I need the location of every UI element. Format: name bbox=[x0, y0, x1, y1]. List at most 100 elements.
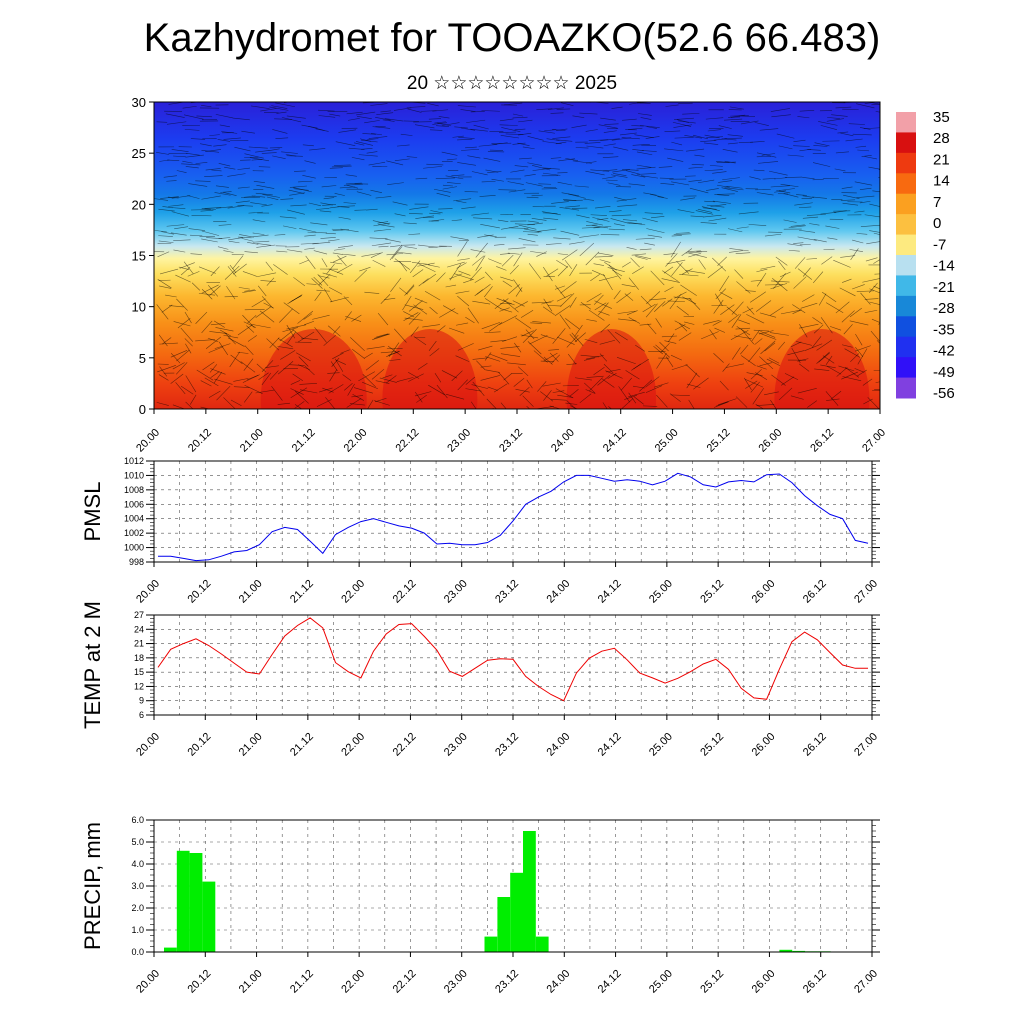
wind-barb bbox=[470, 111, 485, 113]
wind-barb bbox=[404, 304, 424, 310]
wind-barb bbox=[703, 319, 720, 325]
wind-barb bbox=[600, 117, 616, 121]
wind-barb bbox=[333, 248, 346, 251]
wind-barb bbox=[323, 197, 335, 200]
wind-barb bbox=[666, 259, 686, 265]
wind-barb bbox=[447, 261, 465, 268]
wind-barb bbox=[227, 266, 237, 277]
y-tick-label: 9 bbox=[139, 696, 144, 706]
wind-barb bbox=[348, 147, 365, 150]
wind-barb bbox=[352, 349, 365, 359]
wind-barb bbox=[159, 366, 168, 377]
wind-barb bbox=[690, 215, 704, 218]
wind-barb bbox=[873, 232, 880, 235]
wind-barb bbox=[224, 265, 240, 280]
wind-barb bbox=[414, 297, 428, 304]
wind-barb bbox=[238, 287, 250, 290]
wind-barb bbox=[670, 241, 681, 258]
wind-barb bbox=[611, 174, 628, 178]
wind-barb bbox=[681, 248, 693, 257]
wind-barb bbox=[713, 299, 724, 314]
wind-barb bbox=[714, 293, 723, 307]
wind-barb bbox=[441, 151, 458, 156]
wind-barb bbox=[391, 246, 403, 259]
wind-barb bbox=[724, 187, 744, 191]
wind-barb bbox=[862, 378, 873, 386]
wind-barb bbox=[335, 141, 356, 147]
wind-barb bbox=[831, 114, 848, 117]
wind-barb bbox=[756, 268, 768, 273]
wind-barb bbox=[472, 381, 485, 396]
wind-barb bbox=[286, 115, 306, 119]
wind-barb bbox=[414, 124, 435, 129]
wind-barb bbox=[338, 129, 357, 133]
wind-barb bbox=[500, 135, 519, 139]
wind-barb bbox=[569, 241, 585, 245]
wind-barb bbox=[384, 238, 401, 243]
wind-barb bbox=[756, 365, 767, 370]
wind-barb bbox=[826, 118, 844, 122]
colorbar-swatch bbox=[896, 173, 916, 195]
wind-barb bbox=[841, 186, 853, 189]
wind-barb bbox=[568, 193, 586, 199]
wind-barb bbox=[237, 167, 251, 170]
wind-barb bbox=[748, 224, 767, 227]
wind-barb bbox=[394, 258, 411, 270]
wind-barb bbox=[465, 146, 477, 149]
wind-barb bbox=[318, 115, 336, 118]
wind-barb bbox=[622, 169, 639, 171]
wind-barb bbox=[649, 298, 667, 301]
wind-barb bbox=[252, 234, 269, 238]
wind-barb bbox=[506, 362, 526, 366]
wind-barb bbox=[559, 206, 580, 211]
x-tick-label: 26.12 bbox=[801, 731, 829, 759]
wind-barb bbox=[593, 225, 612, 229]
wind-barb bbox=[489, 353, 508, 362]
wind-barb bbox=[408, 300, 423, 312]
wind-barb bbox=[170, 232, 187, 236]
wind-barb bbox=[329, 369, 338, 382]
wind-barb bbox=[864, 156, 877, 160]
wind-barb bbox=[618, 318, 637, 322]
wind-barb bbox=[334, 358, 344, 372]
wind-barb bbox=[602, 169, 618, 172]
wind-barb bbox=[636, 166, 656, 170]
wind-barb bbox=[854, 210, 865, 213]
wind-barb bbox=[437, 122, 452, 127]
wind-barb bbox=[515, 317, 532, 329]
wind-barb bbox=[833, 259, 851, 268]
wind-barb bbox=[770, 108, 791, 112]
wind-barb bbox=[719, 380, 729, 391]
x-tick-label: 20.12 bbox=[185, 578, 213, 606]
wind-barb bbox=[204, 207, 222, 209]
wind-barb bbox=[215, 114, 234, 119]
wind-barb bbox=[778, 145, 793, 150]
wind-barb bbox=[556, 336, 575, 345]
wind-barb bbox=[646, 228, 665, 234]
x-tick-label: 20.12 bbox=[185, 731, 213, 759]
wind-barb bbox=[299, 382, 317, 385]
x-tick-label: 23.00 bbox=[442, 968, 470, 996]
wind-barb bbox=[418, 278, 429, 287]
wind-barb bbox=[664, 130, 681, 132]
wind-barb bbox=[777, 193, 789, 195]
wind-barb bbox=[618, 386, 630, 403]
wind-barb bbox=[228, 237, 243, 241]
wind-barb bbox=[551, 398, 567, 401]
wind-barb bbox=[579, 112, 598, 115]
wind-barb bbox=[512, 116, 528, 119]
wind-barb bbox=[799, 323, 819, 329]
wind-barb bbox=[166, 224, 185, 227]
wind-barb bbox=[640, 295, 652, 307]
y-tick-label: 1010 bbox=[124, 470, 144, 480]
wind-barb bbox=[667, 333, 675, 343]
wind-barb bbox=[859, 200, 871, 204]
wind-barb bbox=[300, 242, 319, 245]
wind-barb bbox=[599, 339, 615, 345]
wind-barb bbox=[792, 309, 802, 314]
wind-barb bbox=[825, 302, 844, 313]
wind-barb bbox=[159, 285, 172, 289]
wind-barb bbox=[259, 310, 275, 323]
wind-barb bbox=[337, 255, 347, 267]
wind-barb bbox=[635, 344, 646, 352]
